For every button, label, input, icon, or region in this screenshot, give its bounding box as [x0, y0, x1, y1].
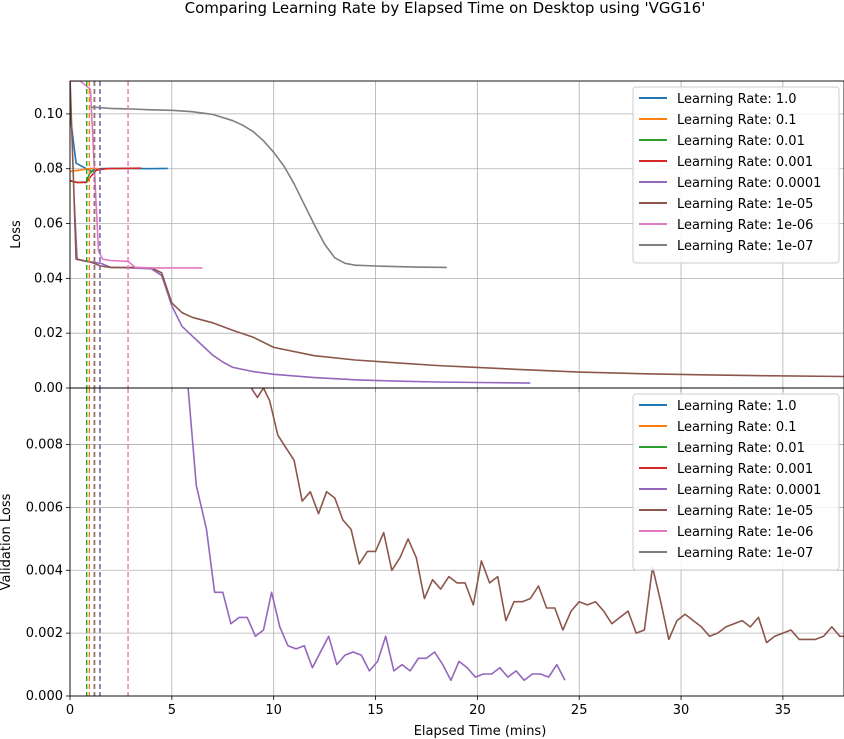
series-line [70, 81, 203, 269]
series-group [86, 388, 844, 696]
legend-label: Learning Rate: 0.0001 [677, 176, 821, 191]
series-line [70, 81, 844, 378]
loss-panel: 0.00 0.02 0.04 0.06 0.08 0.10 Loss Learning Rat… [9, 80, 844, 396]
validation-loss-panel: 0.000 0.002 0.004 0.006 0.008 0 5 10 15 20 25 30 35 V… [0, 387, 844, 739]
y-tick-label: 0.04 [34, 271, 63, 286]
legend-label: Learning Rate: 0.1 [677, 113, 797, 128]
y-axis-label: Loss [9, 220, 24, 249]
y-tick-label: 0.004 [26, 563, 63, 578]
legend-label: Learning Rate: 1e-07 [677, 239, 813, 254]
legend-label: Learning Rate: 0.1 [677, 420, 797, 435]
y-tick-label: 0.006 [26, 500, 63, 515]
y-tick-label: 0.000 [26, 689, 63, 704]
x-tick-label: 30 [673, 703, 690, 718]
legend-label: Learning Rate: 1.0 [677, 92, 797, 107]
x-tick-label: 0 [66, 703, 74, 718]
legend-label: Learning Rate: 1e-07 [677, 546, 813, 561]
x-tick-label: 10 [265, 703, 282, 718]
x-tick-label: 15 [367, 703, 384, 718]
series-line [250, 388, 844, 644]
series-line [73, 198, 531, 384]
x-tick-label: 35 [775, 703, 792, 718]
axes-frame [69, 387, 844, 697]
series-line [90, 106, 447, 269]
y-tick-label: 0.00 [34, 381, 63, 396]
series-line [187, 388, 566, 682]
x-axis-label: Elapsed Time (mins) [414, 724, 547, 739]
y-axis-label: Validation Loss [0, 493, 14, 590]
legend-label: Learning Rate: 1e-05 [677, 504, 813, 519]
legend-box [632, 393, 840, 571]
legend-label: Learning Rate: 1e-06 [677, 525, 813, 540]
legend-label: Learning Rate: 1.0 [677, 399, 797, 414]
y-tick-label: 0.02 [34, 326, 63, 341]
legend-label: Learning Rate: 0.01 [677, 134, 805, 149]
y-tick-label: 0.10 [34, 107, 63, 122]
x-tick-label: 5 [168, 703, 176, 718]
series-group [70, 81, 844, 388]
y-tick-label: 0.002 [26, 626, 63, 641]
legend-label: Learning Rate: 0.01 [677, 441, 805, 456]
y-tick-label: 0.08 [34, 162, 63, 177]
y-tick-label: 0.06 [34, 217, 63, 232]
legend-label: Learning Rate: 0.001 [677, 155, 813, 170]
legend-label: Learning Rate: 1e-06 [677, 218, 813, 233]
legend: Learning Rate: 1.0 Learning Rate: 0.1 Lear… [632, 393, 840, 571]
legend: Learning Rate: 1.0 Learning Rate: 0.1 Lear… [632, 86, 840, 264]
series-line [70, 167, 142, 184]
x-tick-label: 20 [469, 703, 486, 718]
series-line [70, 113, 168, 173]
legend-label: Learning Rate: 1e-05 [677, 197, 813, 212]
legend-box [632, 86, 840, 264]
x-tick-label: 25 [571, 703, 588, 718]
y-tick-label: 0.008 [26, 438, 63, 453]
chart-title: Comparing Learning Rate by Elapsed Time … [185, 0, 706, 17]
legend-label: Learning Rate: 0.001 [677, 462, 813, 477]
legend-label: Learning Rate: 0.0001 [677, 483, 821, 498]
